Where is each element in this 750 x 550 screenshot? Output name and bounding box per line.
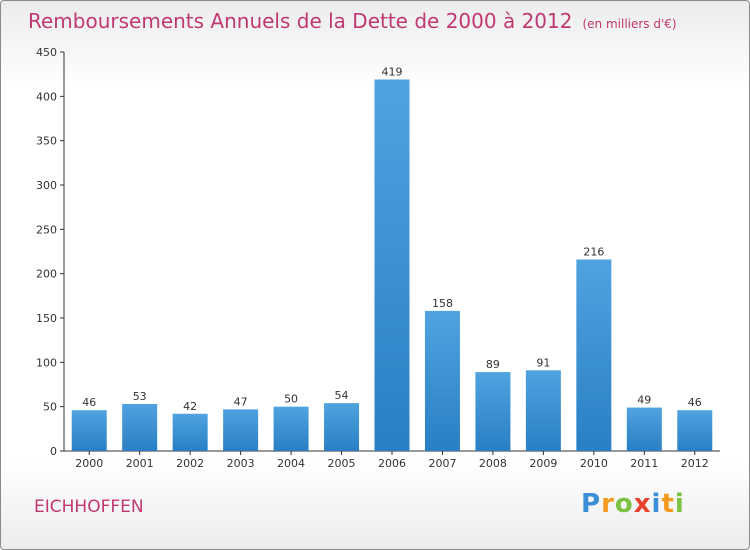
bar <box>223 409 259 451</box>
logo-letter: P <box>581 489 602 519</box>
y-tick-label: 100 <box>36 356 57 369</box>
bar <box>273 406 309 451</box>
y-tick-label: 300 <box>36 179 57 192</box>
bar <box>576 259 612 451</box>
logo-letter: t <box>661 489 675 519</box>
y-tick-label: 50 <box>43 401 57 414</box>
x-tick-label: 2010 <box>580 457 608 470</box>
y-tick-label: 400 <box>36 90 57 103</box>
x-tick-label: 2008 <box>479 457 507 470</box>
x-tick-label: 2011 <box>630 457 658 470</box>
logo-letter: i <box>674 489 685 519</box>
data-label: 46 <box>82 396 96 409</box>
data-label: 158 <box>432 297 453 310</box>
proxiti-logo: Proxiti <box>581 489 685 519</box>
data-label: 42 <box>183 400 197 413</box>
data-label: 50 <box>284 393 298 406</box>
data-label: 54 <box>335 389 349 402</box>
bar <box>374 79 410 451</box>
bar <box>122 404 158 451</box>
x-tick-label: 2000 <box>75 457 103 470</box>
x-tick-label: 2002 <box>176 457 204 470</box>
x-tick-label: 2001 <box>126 457 154 470</box>
y-tick-label: 450 <box>36 46 57 59</box>
bar <box>71 410 107 451</box>
y-tick-label: 250 <box>36 223 57 236</box>
y-tick-label: 0 <box>50 445 57 458</box>
data-label: 89 <box>486 358 500 371</box>
x-tick-label: 2006 <box>378 457 406 470</box>
logo-letter: i <box>651 489 662 519</box>
bar <box>324 403 360 451</box>
commune-name: EICHHOFFEN <box>34 497 144 517</box>
bar <box>172 413 208 451</box>
logo-letter: x <box>633 489 652 519</box>
chart-title: Remboursements Annuels de la Dette de 20… <box>28 9 573 33</box>
y-tick-label: 350 <box>36 135 57 148</box>
bar <box>475 372 511 451</box>
bar <box>525 370 561 451</box>
x-tick-label: 2007 <box>428 457 456 470</box>
x-tick-label: 2003 <box>227 457 255 470</box>
bar <box>677 410 713 451</box>
data-label: 216 <box>583 245 604 258</box>
data-label: 53 <box>133 390 147 403</box>
data-label: 49 <box>637 394 651 407</box>
y-tick-label: 200 <box>36 268 57 281</box>
x-tick-label: 2012 <box>681 457 709 470</box>
data-label: 419 <box>382 65 403 78</box>
bar <box>626 407 662 451</box>
data-label: 47 <box>234 395 248 408</box>
y-tick-label: 150 <box>36 312 57 325</box>
data-label: 91 <box>536 356 550 369</box>
chart-title-block: Remboursements Annuels de la Dette de 20… <box>28 9 677 33</box>
x-tick-label: 2009 <box>529 457 557 470</box>
bar <box>424 310 460 451</box>
x-tick-label: 2004 <box>277 457 305 470</box>
data-label: 46 <box>688 396 702 409</box>
x-tick-label: 2005 <box>328 457 356 470</box>
logo-letter: o <box>614 489 634 519</box>
logo-letter: r <box>601 489 615 519</box>
chart-subtitle: (en milliers d'€) <box>582 17 677 31</box>
